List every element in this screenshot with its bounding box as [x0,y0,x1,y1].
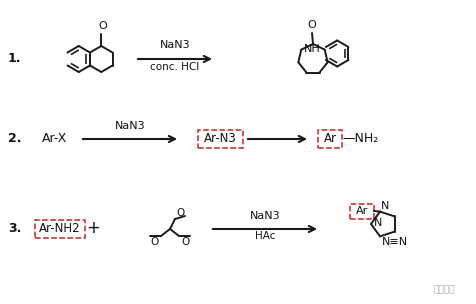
Text: O: O [151,237,159,247]
Text: O: O [181,237,189,247]
Text: Ar: Ar [324,133,337,146]
Text: conc. HCl: conc. HCl [150,62,199,72]
Text: Ar-X: Ar-X [42,133,68,146]
Text: N: N [381,201,389,211]
Text: O: O [176,208,184,218]
Text: +: + [86,219,100,237]
Text: 2.: 2. [8,133,21,146]
Text: 漫读药化: 漫读药化 [434,285,455,294]
Text: Ar: Ar [356,206,368,216]
Text: —NH₂: —NH₂ [342,133,378,146]
Text: NaN3: NaN3 [159,40,190,50]
Text: O: O [307,20,317,30]
Text: NH: NH [304,44,321,54]
Text: Ar-NH2: Ar-NH2 [39,223,81,236]
Text: NaN3: NaN3 [115,121,145,131]
Bar [198,130,242,148]
Bar [35,220,85,238]
Text: NaN3: NaN3 [250,211,280,221]
Text: HAc: HAc [255,231,275,241]
Text: O: O [98,21,107,31]
Bar [318,130,342,148]
Text: N: N [374,218,382,228]
Text: 3.: 3. [8,223,21,236]
Text: N≡N: N≡N [382,237,408,247]
Text: Ar-N3: Ar-N3 [204,133,237,146]
Text: 1.: 1. [8,53,21,65]
Bar [350,203,374,219]
